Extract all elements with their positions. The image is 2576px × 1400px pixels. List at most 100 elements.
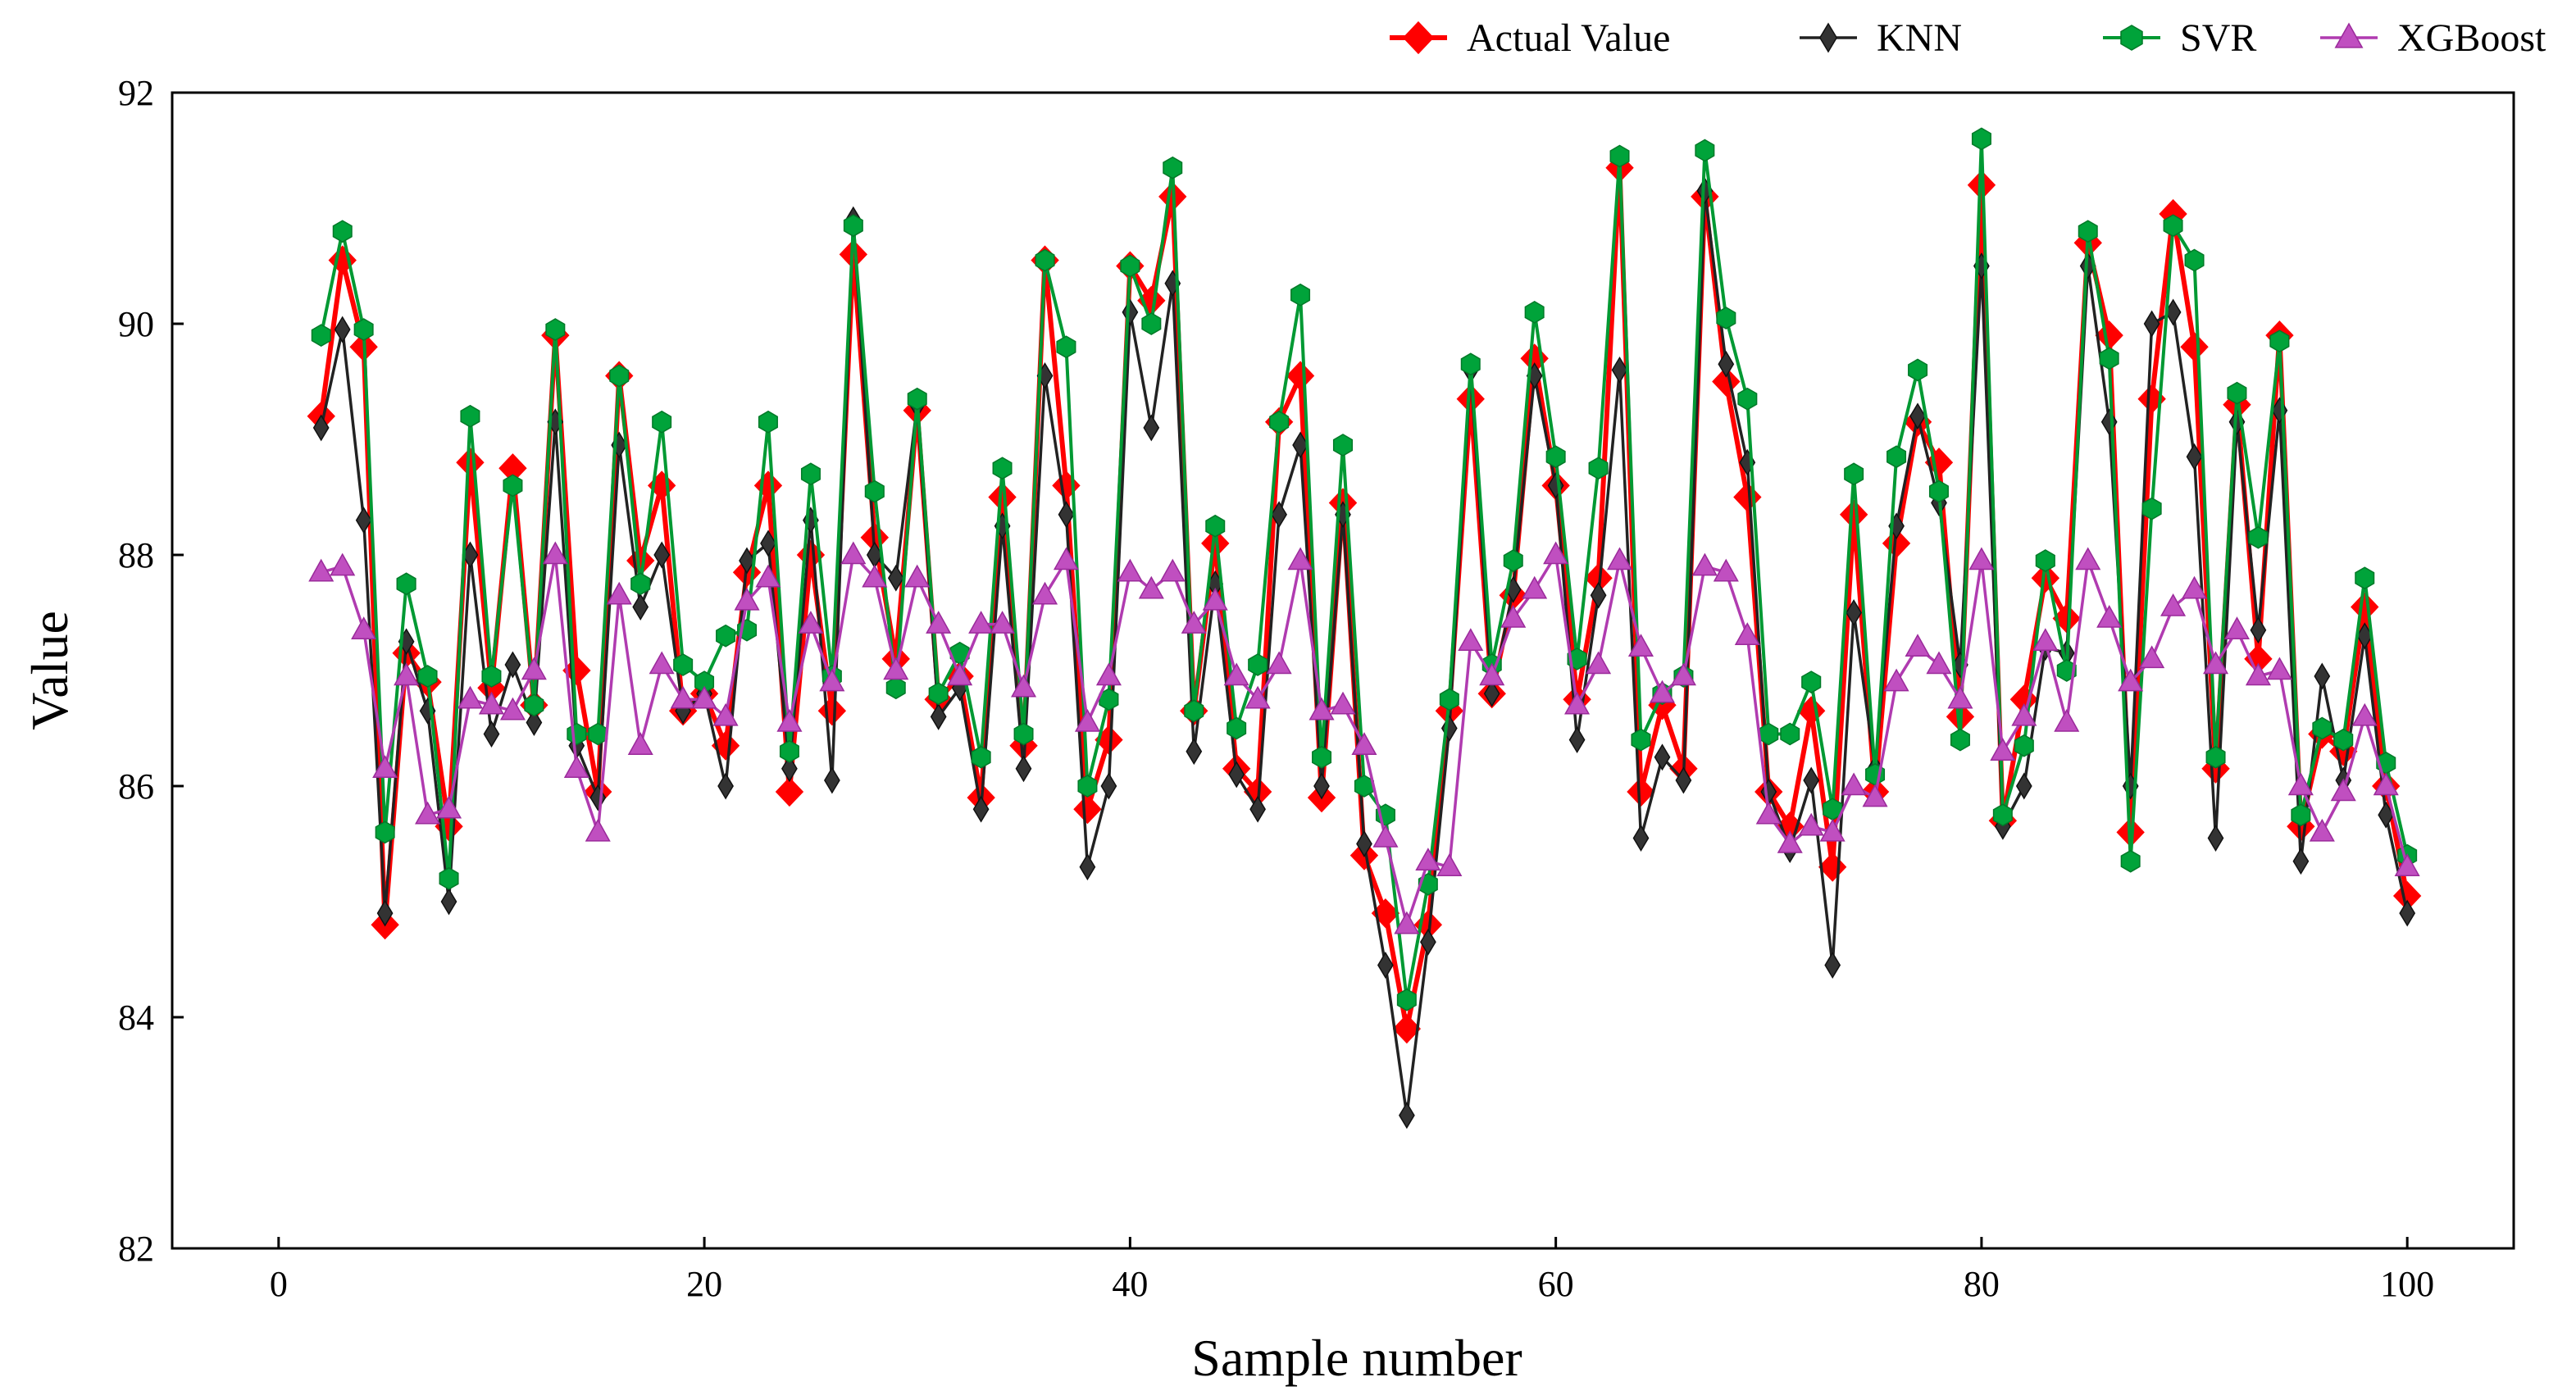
data-point-xgboost xyxy=(478,691,504,715)
data-point-knn xyxy=(2186,443,2203,470)
data-point-xgboost xyxy=(415,801,441,825)
data-point-xgboost xyxy=(1394,911,1420,934)
data-point-knn xyxy=(1803,766,1820,794)
data-point-knn xyxy=(376,899,394,927)
data-point-knn xyxy=(1122,298,1139,326)
data-point-svr xyxy=(843,214,863,238)
data-point-actual-value xyxy=(456,448,485,478)
data-point-xgboost xyxy=(1074,708,1100,732)
data-point-xgboost xyxy=(1755,801,1782,825)
data-point-knn xyxy=(1377,952,1394,979)
y-tick-label: 92 xyxy=(118,73,154,113)
data-point-svr xyxy=(2056,659,2077,682)
data-point-svr xyxy=(1312,745,1332,769)
data-point-xgboost xyxy=(1586,651,1612,675)
plot-frame xyxy=(171,91,2515,1250)
data-point-svr xyxy=(1396,988,1417,1011)
data-point-xgboost xyxy=(2011,702,2037,726)
data-point-knn xyxy=(632,593,649,620)
data-point-xgboost xyxy=(2394,853,2420,876)
data-point-xgboost xyxy=(2203,651,2229,675)
data-point-svr xyxy=(524,693,544,717)
data-point-knn xyxy=(930,702,947,730)
data-point-svr xyxy=(630,572,651,596)
data-point-xgboost xyxy=(1223,662,1249,686)
data-point-xgboost xyxy=(1883,668,1909,692)
data-point-xgboost xyxy=(1543,541,1569,565)
y-tick-label: 84 xyxy=(118,998,154,1038)
data-point-xgboost xyxy=(2245,662,2271,686)
data-point-actual-value xyxy=(1839,499,1868,530)
series-svr xyxy=(311,127,2418,1011)
data-point-knn xyxy=(1015,755,1032,783)
data-point-knn xyxy=(440,888,457,916)
y-tick-label: 86 xyxy=(118,766,154,807)
legend-item-svr: SVR xyxy=(2103,16,2256,60)
data-point-xgboost xyxy=(734,587,760,611)
data-point-actual-value xyxy=(1201,528,1230,558)
data-point-knn xyxy=(2399,899,2416,927)
data-point-svr xyxy=(1992,803,2013,827)
data-point-svr xyxy=(1950,728,1970,752)
data-point-knn xyxy=(1399,1102,1415,1130)
data-point-svr xyxy=(1759,722,1779,746)
data-point-knn xyxy=(1100,772,1117,800)
data-point-xgboost xyxy=(649,651,675,675)
data-point-svr xyxy=(1439,688,1459,711)
data-point-svr xyxy=(1332,434,1354,457)
data-point-actual-value xyxy=(2180,332,2209,362)
data-point-xgboost xyxy=(394,662,420,686)
data-point-xgboost xyxy=(1564,691,1591,715)
data-point-knn xyxy=(1249,795,1266,823)
x-axis-title: Sample number xyxy=(1191,1329,1522,1387)
data-point-svr xyxy=(332,220,353,243)
data-point-actual-value xyxy=(1073,794,1102,825)
data-point-xgboost xyxy=(2309,818,2335,842)
data-point-xgboost xyxy=(1862,784,1888,807)
data-point-knn xyxy=(1420,928,1436,956)
data-point-xgboost xyxy=(862,564,888,588)
data-point-xgboost xyxy=(1947,685,1973,709)
data-point-actual-value xyxy=(1286,361,1315,391)
data-point-actual-value xyxy=(1924,448,1954,478)
data-point-svr xyxy=(1460,352,1481,376)
y-axis-title: Value xyxy=(20,611,79,730)
data-point-svr xyxy=(2205,745,2226,769)
data-point-actual-value xyxy=(1456,384,1485,414)
data-point-xgboost xyxy=(670,685,696,709)
data-point-svr xyxy=(375,820,395,844)
x-tick-label: 20 xyxy=(686,1264,722,1304)
data-point-knn xyxy=(2250,616,2267,644)
data-point-xgboost xyxy=(1032,581,1058,605)
data-point-svr xyxy=(2333,728,2354,752)
y-tick-label: 90 xyxy=(118,304,154,344)
data-point-svr xyxy=(588,722,608,746)
data-point-svr xyxy=(2291,803,2311,827)
data-point-knn xyxy=(1824,952,1841,979)
x-tick-label: 0 xyxy=(270,1264,288,1304)
data-point-svr xyxy=(1780,722,1800,746)
data-point-svr xyxy=(1631,728,1651,752)
data-point-svr xyxy=(673,653,694,676)
data-point-svr xyxy=(800,462,821,486)
data-point-xgboost xyxy=(308,558,335,582)
data-point-xgboost xyxy=(1181,611,1207,634)
data-point-svr xyxy=(2035,549,2055,572)
data-point-svr xyxy=(1545,445,1566,469)
data-point-svr xyxy=(2184,248,2205,272)
data-point-knn xyxy=(1909,402,1926,430)
data-point-xgboost xyxy=(904,564,931,588)
data-point-knn xyxy=(972,795,990,823)
data-point-svr xyxy=(1695,139,1715,162)
data-point-svr xyxy=(2227,381,2247,405)
data-point-xgboost xyxy=(1202,587,1228,611)
data-point-xgboost xyxy=(1415,848,1441,870)
data-point-svr xyxy=(2312,716,2333,740)
series-line-knn xyxy=(319,189,2409,1117)
data-point-knn xyxy=(1143,414,1160,442)
data-point-xgboost xyxy=(1841,772,1867,796)
x-tick-label: 60 xyxy=(1538,1264,1574,1304)
x-tick-label: 100 xyxy=(2380,1264,2434,1304)
data-point-actual-value xyxy=(775,776,804,807)
data-point-actual-value xyxy=(1733,482,1762,512)
